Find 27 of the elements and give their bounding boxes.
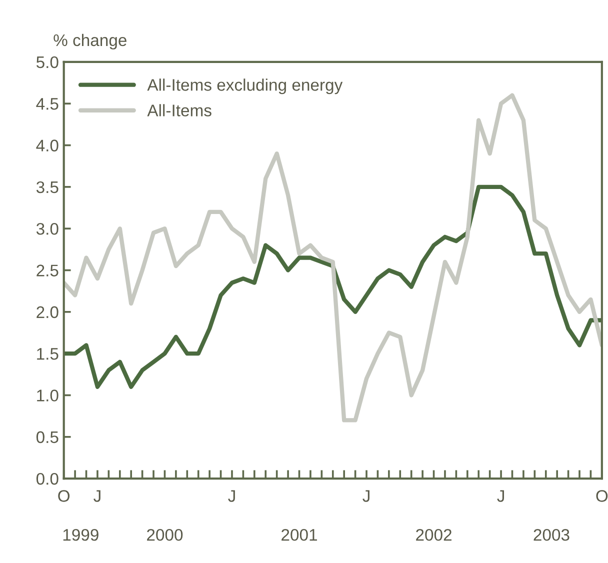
x-tick-label: J	[497, 490, 504, 502]
y-tick-label: 2.0	[36, 306, 58, 318]
y-tick-label: 3.0	[36, 222, 58, 235]
y-tick-label: 5.0	[36, 56, 58, 68]
text: 2000	[147, 528, 183, 541]
x-tick-label: O	[596, 490, 608, 502]
legend-label: All-Items	[147, 104, 212, 116]
y-axis-title: % change	[54, 34, 126, 50]
text: 1999	[63, 528, 98, 541]
x-tick-label: J	[94, 490, 100, 502]
text: 2003	[534, 528, 570, 541]
text: 2001	[282, 528, 317, 541]
y-tick-label: 1.0	[37, 390, 58, 402]
line-series	[64, 93, 602, 422]
y-tick-label: 4.0	[36, 140, 58, 152]
y-tick-label: 0.5	[36, 431, 58, 444]
y-tick-label: 3.5	[36, 181, 58, 194]
y-tick-label: 4.5	[36, 98, 58, 110]
y-tick-label: 1.5	[37, 348, 58, 360]
text: 2002	[416, 528, 452, 541]
y-tick-label: 2.5	[36, 264, 58, 276]
line-series	[64, 184, 602, 389]
legend-label: All-Items excluding energy	[147, 78, 343, 94]
x-tick-label: J	[228, 490, 235, 502]
x-tick-label: O	[58, 490, 70, 502]
y-tick-label: 0.0	[36, 472, 58, 485]
x-tick-label: J	[362, 490, 370, 502]
